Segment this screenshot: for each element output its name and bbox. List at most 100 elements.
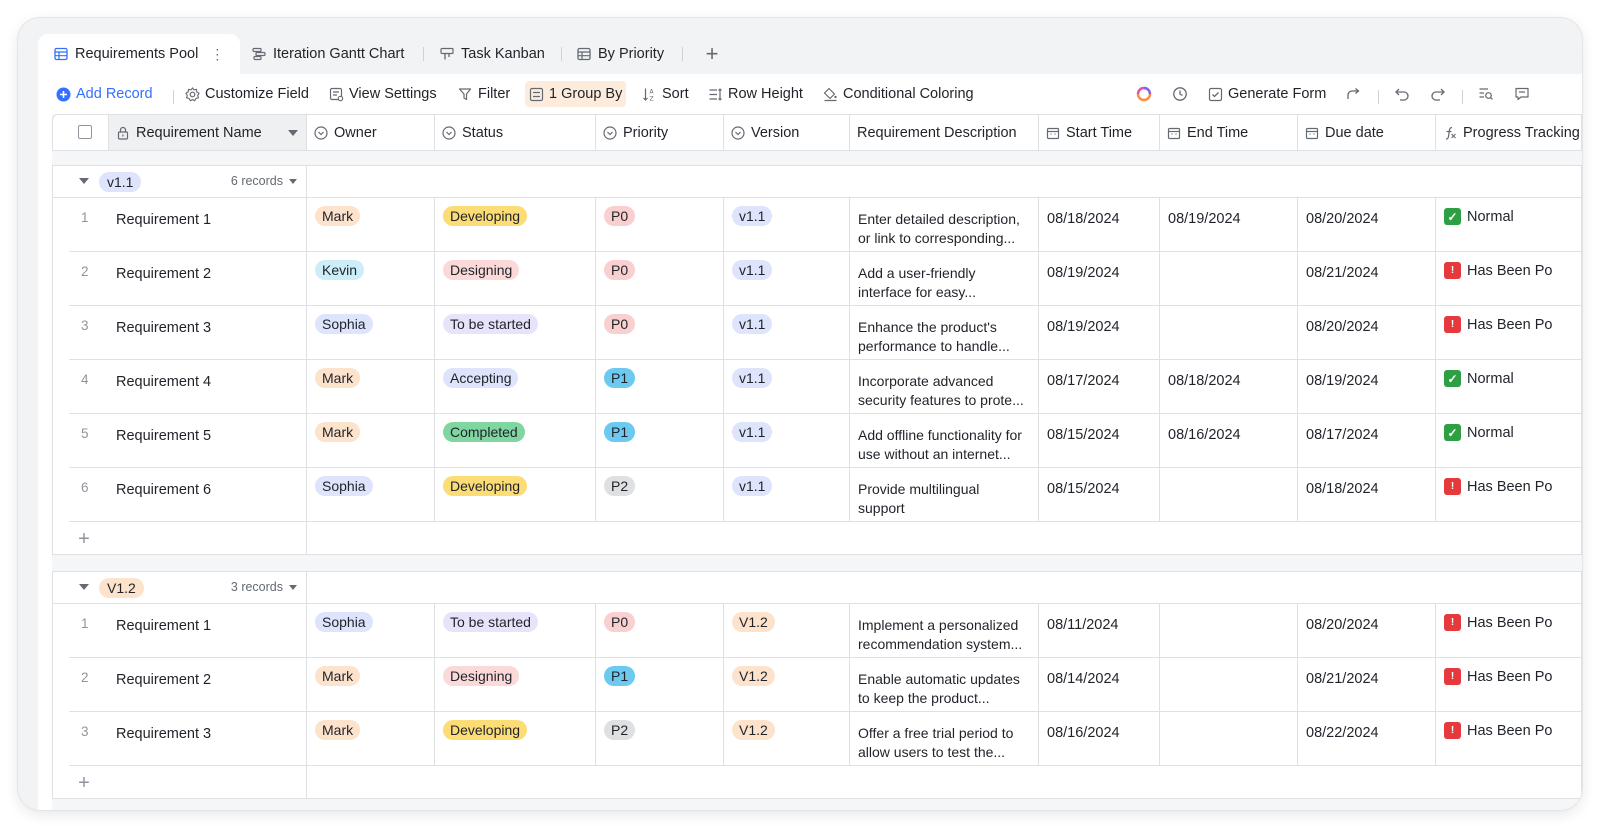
- column-header-requirement-name[interactable]: Requirement Name: [109, 115, 307, 150]
- cell-status[interactable]: To be started: [435, 604, 596, 658]
- redo-icon[interactable]: [1428, 84, 1448, 104]
- cell-start[interactable]: 08/16/2024: [1039, 712, 1160, 766]
- comment-icon[interactable]: [1512, 84, 1532, 104]
- table-row[interactable]: 1 Requirement 1 Sophia To be started P0 V1.2 I…: [69, 604, 1581, 658]
- cell-start[interactable]: 08/19/2024: [1039, 306, 1160, 360]
- column-header-progress-tracking[interactable]: Progress Tracking: [1436, 115, 1582, 150]
- cell-name[interactable]: 1 Requirement 1: [69, 604, 307, 658]
- cell-status[interactable]: To be started: [435, 306, 596, 360]
- column-header-end-time[interactable]: End Time: [1160, 115, 1298, 150]
- table-row[interactable]: 3 Requirement 3 Mark Developing P2 V1.2 Offer …: [69, 712, 1581, 766]
- table-row[interactable]: 3 Requirement 3 Sophia To be started P0 v1.1 E…: [69, 306, 1581, 360]
- add-row-button[interactable]: +: [78, 527, 90, 550]
- cell-desc[interactable]: Enter detailed description, or link to co…: [850, 198, 1039, 252]
- cell-progress[interactable]: ! Has Been Po: [1436, 658, 1582, 712]
- add-row-button[interactable]: +: [78, 771, 90, 794]
- more-icon[interactable]: ⋮: [210, 45, 225, 62]
- tab-by-priority[interactable]: By Priority: [577, 34, 664, 74]
- cell-progress[interactable]: ! Has Been Po: [1436, 604, 1582, 658]
- cell-progress[interactable]: ✓ Normal: [1436, 198, 1582, 252]
- table-row[interactable]: 6 Requirement 6 Sophia Developing P2 v1.1 Prov…: [69, 468, 1581, 522]
- cell-due[interactable]: 08/21/2024: [1298, 252, 1436, 306]
- cell-start[interactable]: 08/14/2024: [1039, 658, 1160, 712]
- cell-version[interactable]: V1.2: [724, 712, 850, 766]
- cell-owner[interactable]: Mark: [307, 712, 435, 766]
- table-row[interactable]: 1 Requirement 1 Mark Developing P0 v1.1 Enter …: [69, 198, 1581, 252]
- cell-progress[interactable]: ! Has Been Po: [1436, 468, 1582, 522]
- cell-name[interactable]: 6 Requirement 6: [69, 468, 307, 522]
- cell-priority[interactable]: P2: [596, 468, 724, 522]
- cell-due[interactable]: 08/20/2024: [1298, 198, 1436, 252]
- cell-start[interactable]: 08/15/2024: [1039, 414, 1160, 468]
- tab-task-kanban[interactable]: Task Kanban: [440, 34, 545, 74]
- cell-owner[interactable]: Mark: [307, 198, 435, 252]
- cell-version[interactable]: V1.2: [724, 658, 850, 712]
- view-settings-button[interactable]: View Settings: [325, 81, 441, 107]
- cell-priority[interactable]: P0: [596, 198, 724, 252]
- cell-name[interactable]: 1 Requirement 1: [69, 198, 307, 252]
- cell-progress[interactable]: ! Has Been Po: [1436, 306, 1582, 360]
- cell-end[interactable]: 08/19/2024: [1160, 198, 1298, 252]
- cell-end[interactable]: [1160, 306, 1298, 360]
- cell-status[interactable]: Developing: [435, 712, 596, 766]
- cell-status[interactable]: Completed: [435, 414, 596, 468]
- cell-owner[interactable]: Kevin: [307, 252, 435, 306]
- table-row[interactable]: 2 Requirement 2 Mark Designing P1 V1.2 Enable …: [69, 658, 1581, 712]
- cell-status[interactable]: Developing: [435, 198, 596, 252]
- cell-version[interactable]: v1.1: [724, 198, 850, 252]
- filter-button[interactable]: Filter: [454, 81, 514, 107]
- cell-owner[interactable]: Mark: [307, 414, 435, 468]
- cell-end[interactable]: [1160, 604, 1298, 658]
- cell-desc[interactable]: Add a user-friendly interface for easy...: [850, 252, 1039, 306]
- cell-version[interactable]: V1.2: [724, 604, 850, 658]
- column-header-requirement-description[interactable]: Requirement Description: [850, 115, 1039, 150]
- cell-desc[interactable]: Enable automatic updates to keep the prod…: [850, 658, 1039, 712]
- cell-desc[interactable]: Incorporate advanced security features to…: [850, 360, 1039, 414]
- cell-start[interactable]: 08/17/2024: [1039, 360, 1160, 414]
- cell-name[interactable]: 2 Requirement 2: [69, 658, 307, 712]
- cell-due[interactable]: 08/18/2024: [1298, 468, 1436, 522]
- group-header[interactable]: v1.1 6 records: [53, 166, 1581, 198]
- tab-iteration-gantt-chart[interactable]: Iteration Gantt Chart: [252, 34, 404, 74]
- cell-end[interactable]: [1160, 658, 1298, 712]
- cell-start[interactable]: 08/18/2024: [1039, 198, 1160, 252]
- cell-start[interactable]: 08/11/2024: [1039, 604, 1160, 658]
- cell-desc[interactable]: Add offline functionality for use without…: [850, 414, 1039, 468]
- column-header-start-time[interactable]: Start Time: [1039, 115, 1160, 150]
- cell-version[interactable]: v1.1: [724, 306, 850, 360]
- cell-owner[interactable]: Mark: [307, 360, 435, 414]
- tab-requirements-pool[interactable]: Requirements Pool ⋮: [38, 34, 241, 74]
- cell-priority[interactable]: P0: [596, 306, 724, 360]
- table-row[interactable]: 5 Requirement 5 Mark Completed P1 v1.1 Add off…: [69, 414, 1581, 468]
- cell-priority[interactable]: P0: [596, 252, 724, 306]
- table-row[interactable]: 4 Requirement 4 Mark Accepting P1 v1.1 Incorpo…: [69, 360, 1581, 414]
- group-header[interactable]: V1.2 3 records: [53, 572, 1581, 604]
- caret-down-icon[interactable]: [79, 584, 89, 590]
- share-icon[interactable]: [1344, 84, 1364, 104]
- cell-owner[interactable]: Mark: [307, 658, 435, 712]
- chevron-down-icon[interactable]: [288, 130, 298, 136]
- caret-down-icon[interactable]: [79, 178, 89, 184]
- cell-progress[interactable]: ! Has Been Po: [1436, 712, 1582, 766]
- cell-priority[interactable]: P1: [596, 360, 724, 414]
- cell-due[interactable]: 08/21/2024: [1298, 658, 1436, 712]
- cell-priority[interactable]: P1: [596, 414, 724, 468]
- cell-priority[interactable]: P2: [596, 712, 724, 766]
- cell-name[interactable]: 3 Requirement 3: [69, 306, 307, 360]
- cell-owner[interactable]: Sophia: [307, 468, 435, 522]
- column-header-version[interactable]: Version: [724, 115, 850, 150]
- cell-desc[interactable]: Provide multilingual support: [850, 468, 1039, 522]
- ai-assistant-icon[interactable]: [1134, 84, 1154, 104]
- group-record-count[interactable]: 6 records: [227, 174, 297, 188]
- cell-end[interactable]: 08/18/2024: [1160, 360, 1298, 414]
- generate-form-button[interactable]: Generate Form: [1204, 81, 1330, 107]
- cell-priority[interactable]: P1: [596, 658, 724, 712]
- row-height-button[interactable]: Row Height: [704, 81, 807, 107]
- cell-desc[interactable]: Implement a personalized recommendation s…: [850, 604, 1039, 658]
- cell-end[interactable]: 08/16/2024: [1160, 414, 1298, 468]
- search-icon[interactable]: [1476, 84, 1496, 104]
- cell-due[interactable]: 08/19/2024: [1298, 360, 1436, 414]
- cell-end[interactable]: [1160, 252, 1298, 306]
- cell-due[interactable]: 08/22/2024: [1298, 712, 1436, 766]
